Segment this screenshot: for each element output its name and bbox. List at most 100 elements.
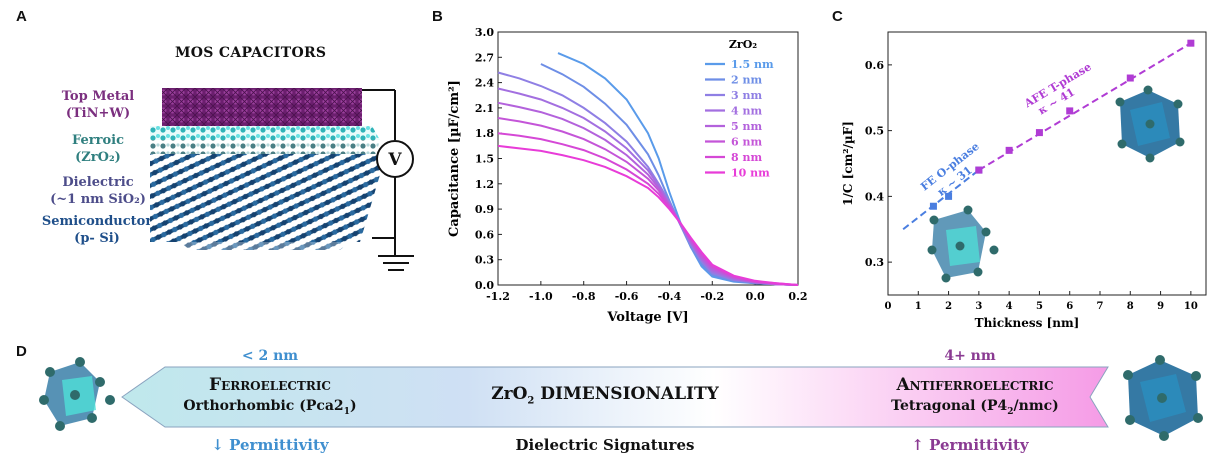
atom (963, 205, 973, 215)
legend-entry: 6 nm (731, 136, 762, 149)
layer-ferroic-material: (ZrO₂) (75, 150, 121, 165)
layer-label-semiconductor: Semiconductor (p- Si) (22, 213, 172, 247)
inverse-capacitance-thickness-chart: 0 1 2 3 4 5 6 7 8 9 10 0.3 0.4 0.5 0.6 Thickness [nm] 1/… (841, 31, 1207, 330)
atom (1145, 153, 1155, 163)
x-tick-label: -1.0 (529, 290, 553, 303)
tetra-crystal-inset (1115, 85, 1185, 163)
x-tick-label: 7 (1097, 301, 1104, 312)
data-point (1035, 129, 1043, 137)
fit-line (978, 42, 1192, 171)
ferroelectric-structure-sub: 1 (343, 406, 350, 417)
legend-entry: 5 nm (731, 120, 762, 133)
atom (1115, 97, 1125, 107)
atom (989, 245, 999, 255)
layer-dielectric-material: (~1 nm SiO₂) (50, 192, 146, 207)
x-tick-label: -0.4 (658, 290, 682, 303)
panel-label-c: C (832, 8, 843, 25)
x-tick-label: 8 (1127, 301, 1134, 312)
legend-entry: 2 nm (731, 74, 762, 87)
x-tick-label: 0.2 (788, 290, 807, 303)
antiferroelectric-permittivity: ↑ Permittivity (911, 436, 1029, 454)
ferroelectric-phase-label: Ferroelectric (209, 375, 331, 395)
dimensionality-title-prefix: ZrO (491, 384, 528, 404)
dimensionality-title-sub: 2 (527, 395, 535, 407)
dimensionality-arrow (39, 355, 1203, 441)
y-axis-label: Capacitance [µF/cm²] (447, 80, 462, 237)
y-tick-label: 2.7 (475, 51, 494, 64)
antiferroelectric-structure-text: Tetragonal (P4 (891, 398, 1008, 414)
ferroelectric-permittivity: ↓ Permittivity (211, 436, 329, 454)
y-axis-label: 1/C [cm²/µF] (841, 121, 855, 206)
layer-semiconductor-name: Semiconductor (41, 214, 153, 229)
x-tick-label: -1.2 (486, 290, 510, 303)
ferroelectric-crystal-icon (39, 357, 115, 431)
voltage-source-label: V (387, 150, 402, 170)
dimensionality-title-suffix: DIMENSIONALITY (534, 384, 719, 404)
top-metal-layer (162, 88, 362, 128)
antiferroelectric-crystal-icon (1123, 355, 1203, 441)
plot-frame (887, 31, 1207, 296)
x-tick-label: -0.2 (700, 290, 724, 303)
antiferroelectric-thickness: 4+ nm (944, 348, 996, 364)
semiconductor-layer (150, 154, 382, 250)
layer-ferroic-name: Ferroic (71, 133, 124, 148)
legend-entry: 1.5 nm (731, 58, 774, 71)
y-tick-label: 0.6 (865, 59, 884, 72)
data-point (1005, 146, 1013, 154)
antiferroelectric-phase-label: Antiferroelectric (896, 375, 1054, 395)
panel-label-d: D (16, 343, 27, 360)
data-point (945, 192, 953, 200)
x-tick-label: 5 (1036, 301, 1043, 312)
layer-label-ferroic: Ferroic (ZrO₂) (28, 132, 168, 166)
legend-entry: 10 nm (731, 167, 770, 180)
y-tick-label: 0.6 (475, 228, 494, 241)
legend-entry: 8 nm (731, 151, 762, 164)
atom (927, 245, 937, 255)
x-tick-label: 6 (1066, 301, 1073, 312)
mos-stack-illustration: V (150, 88, 414, 271)
ferroelectric-structure: Orthorhombic (Pca21) (165, 398, 375, 417)
x-tick-label: 1 (915, 301, 922, 312)
y-tick-label: 2.4 (475, 77, 494, 90)
atom (955, 241, 965, 251)
layer-top-metal-name: Top Metal (61, 89, 135, 104)
y-tick-label: 0.4 (865, 190, 884, 203)
x-tick-label: 4 (1006, 301, 1013, 312)
atom (1173, 99, 1183, 109)
y-tick-label: 0.0 (475, 279, 494, 292)
legend-entry: 3 nm (731, 89, 762, 102)
series-line-10-nm (497, 144, 799, 286)
x-tick-label: -0.8 (572, 290, 596, 303)
legend-entry: 4 nm (731, 105, 762, 118)
panel-label-b: B (432, 8, 443, 25)
series-line-4-nm (497, 87, 799, 286)
data-point (1066, 107, 1074, 115)
x-tick-label: 2 (945, 301, 952, 312)
antiferroelectric-structure-sub: 2 (1007, 406, 1014, 417)
legend-title: ZrO₂ (729, 38, 757, 51)
atom (1175, 137, 1185, 147)
ferroic-layer (150, 126, 380, 154)
fit-line (902, 169, 980, 231)
atom (981, 227, 991, 237)
x-axis-label: Voltage [V] (606, 310, 688, 325)
atom (1145, 119, 1155, 129)
y-tick-label: 0.3 (475, 254, 494, 267)
atom (1143, 85, 1153, 95)
x-tick-label: 9 (1157, 301, 1164, 312)
ferroelectric-thickness: < 2 nm (241, 348, 299, 364)
y-tick-label: 0.9 (475, 203, 494, 216)
y-tick-label: 0.5 (865, 125, 884, 138)
y-tick-label: 2.1 (475, 102, 494, 115)
x-tick-label: -0.6 (615, 290, 639, 303)
arrow-shape (121, 366, 1109, 428)
capacitance-voltage-chart: -1.2 -1.0 -0.8 -0.6 -0.4 -0.2 0.0 0.2 0.0 0.3 0.6 0… (447, 26, 808, 325)
layer-dielectric-name: Dielectric (62, 175, 134, 190)
panel-label-a: A (16, 8, 27, 25)
data-point (1187, 39, 1195, 47)
ortho-crystal-inset (927, 205, 999, 283)
layer-label-top-metal: Top Metal (TiN+W) (28, 88, 168, 122)
x-tick-label: 0 (885, 301, 892, 312)
layer-label-dielectric: Dielectric (~1 nm SiO₂) (28, 174, 168, 208)
mos-title: MOS CAPACITORS (175, 45, 327, 61)
